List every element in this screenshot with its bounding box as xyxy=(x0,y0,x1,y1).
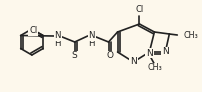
Text: N: N xyxy=(88,31,95,40)
Text: H: H xyxy=(88,38,95,47)
Text: Cl: Cl xyxy=(29,26,37,35)
Text: N: N xyxy=(146,48,153,58)
Text: CH₃: CH₃ xyxy=(147,63,162,72)
Text: O: O xyxy=(106,52,113,61)
Text: N: N xyxy=(55,31,61,40)
Text: N: N xyxy=(162,47,169,56)
Text: N: N xyxy=(130,58,137,67)
Text: S: S xyxy=(72,52,78,61)
Text: Cl: Cl xyxy=(135,6,144,15)
Text: CH₃: CH₃ xyxy=(183,31,198,39)
Text: H: H xyxy=(55,38,61,47)
